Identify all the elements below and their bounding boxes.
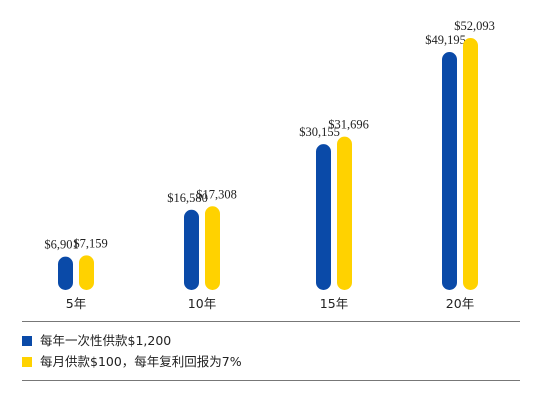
- data-label-series-2-15年: $31,696: [328, 118, 369, 132]
- x-tick-label-10年: 10年: [188, 296, 216, 311]
- data-label-series-1-10年: $16,580: [167, 191, 208, 205]
- data-label-series-1-15年: $30,155: [299, 125, 340, 139]
- bar-series-2-20年: [463, 38, 478, 290]
- legend-item-series-2: 每月供款$100，每年复利回报为7%: [22, 351, 242, 372]
- legend-label-series-2: 每月供款$100，每年复利回报为7%: [40, 353, 242, 369]
- x-tick-label-20年: 20年: [446, 296, 474, 311]
- legend: 每年一次性供款$1,200 每月供款$100，每年复利回报为7%: [22, 330, 242, 372]
- bar-series-2-5年: [79, 255, 94, 290]
- bar-series-1-20年: [442, 52, 457, 291]
- data-label-series-1-5年: $6,901: [44, 238, 78, 252]
- x-tick-label-5年: 5年: [66, 296, 86, 311]
- bar-series-1-15年: [316, 144, 331, 290]
- legend-swatch-series-1: [22, 335, 32, 346]
- bar-series-1-5年: [58, 256, 73, 290]
- bar-series-2-10年: [205, 206, 220, 290]
- x-tick-label-15年: 15年: [320, 296, 348, 311]
- bar-series-2-15年: [337, 136, 352, 290]
- legend-bottom-divider: [22, 380, 520, 381]
- data-label-series-2-10年: $17,308: [196, 187, 237, 201]
- legend-label-series-1: 每年一次性供款$1,200: [40, 332, 172, 348]
- legend-top-divider: [22, 321, 520, 322]
- bar-series-1-10年: [184, 209, 199, 290]
- data-label-series-2-5年: $7,159: [73, 236, 107, 250]
- data-label-series-2-20年: $52,093: [454, 19, 495, 33]
- legend-item-series-1: 每年一次性供款$1,200: [22, 330, 242, 351]
- legend-swatch-series-2: [22, 356, 32, 367]
- data-label-series-1-20年: $49,195: [425, 33, 466, 47]
